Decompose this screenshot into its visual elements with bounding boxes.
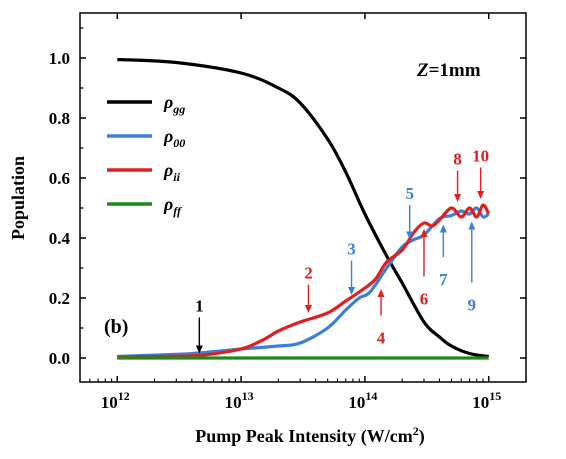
- annotation-3: 3: [347, 240, 356, 295]
- annotation-label: 1: [195, 297, 204, 316]
- annotation-arrow-head: [420, 229, 428, 237]
- y-tick-label: 0.0: [49, 349, 70, 368]
- series-line-ii: [117, 203, 491, 359]
- y-tick-label: 0.6: [49, 169, 70, 188]
- series-line-gg: [117, 57, 489, 359]
- y-tick-label: 1.0: [49, 49, 70, 68]
- condition-value: =1mm: [429, 60, 481, 81]
- annotation-arrow-head: [439, 224, 447, 233]
- annotation-arrow-head: [477, 191, 485, 199]
- plot-frame: [79, 12, 527, 383]
- annotation-label: 6: [420, 290, 429, 309]
- legend: ρgg ρ00 ρii ρff: [107, 92, 185, 218]
- annotation-arrow-head: [348, 287, 356, 295]
- y-axis-label: Population: [8, 156, 28, 240]
- annotation-label: 8: [453, 150, 462, 169]
- annotation-2: 2: [304, 264, 313, 313]
- annotation-arrow-head: [377, 289, 385, 297]
- annotation-8: 8: [453, 150, 462, 202]
- annotation-6: 6: [420, 229, 429, 309]
- legend-label-ii: ρii: [163, 160, 181, 184]
- annotation-arrow-head: [195, 345, 203, 354]
- annotation-5: 5: [405, 184, 414, 240]
- panel-label: (b): [104, 316, 128, 338]
- annotation-7: 7: [439, 224, 448, 289]
- annotation-1: 1: [195, 297, 204, 354]
- annotation-4: 4: [377, 289, 386, 348]
- annotation-label: 4: [377, 329, 386, 348]
- x-tick-label: 1012: [101, 389, 130, 412]
- annotation-label: 9: [468, 296, 477, 315]
- annotation-label: 10: [472, 147, 489, 166]
- x-tick-label: 1014: [348, 389, 377, 412]
- x-axis-label: Pump Peak Intensity (W/cm2): [195, 424, 425, 447]
- series-line-00: [117, 206, 490, 359]
- x-axis-label-tail: ): [419, 426, 425, 447]
- x-tick-label: 1015: [472, 389, 501, 412]
- legend-label-00: ρ00: [163, 126, 185, 150]
- annotation-label: 3: [347, 240, 356, 259]
- legend-label-ff: ρff: [163, 194, 182, 218]
- x-tick-label: 1013: [225, 389, 254, 412]
- annotation-arrow-head: [406, 231, 414, 240]
- y-tick-label: 0.2: [49, 289, 70, 308]
- legend-label-gg: ρgg: [163, 92, 185, 116]
- condition-variable: Z: [416, 60, 429, 81]
- annotation-label: 5: [405, 184, 414, 203]
- annotation-9: 9: [468, 221, 477, 315]
- annotation-label: 7: [439, 270, 448, 289]
- x-axis-label-sup: 2: [413, 424, 419, 438]
- annotation-arrow-head: [454, 194, 462, 202]
- annotation-arrow-head: [468, 221, 476, 230]
- x-axis-label-text: Pump Peak Intensity (W/cm: [195, 426, 413, 447]
- annotation-label: 2: [304, 264, 313, 283]
- condition-label: Z=1mm: [416, 60, 481, 81]
- annotation-10: 10: [472, 147, 489, 199]
- annotation-arrow-head: [304, 305, 312, 313]
- y-tick-label: 0.8: [49, 109, 70, 128]
- y-tick-label: 0.4: [49, 229, 71, 248]
